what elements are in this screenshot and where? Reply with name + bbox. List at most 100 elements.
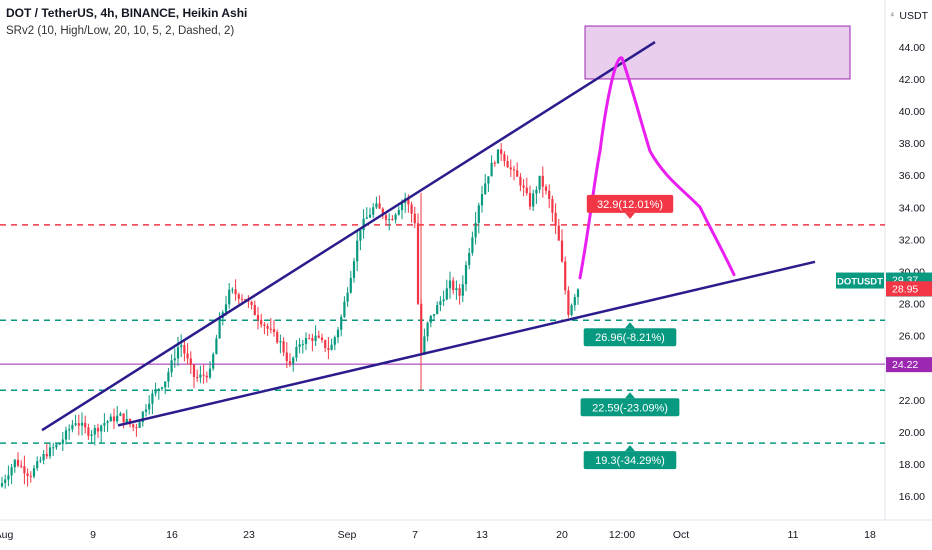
sr-label-text: 26.96(-8.21%): [595, 332, 665, 344]
x-tick-label: Oct: [673, 529, 689, 541]
candle-body: [576, 289, 580, 298]
x-tick-label: 16: [166, 529, 178, 541]
candle-body: [394, 214, 397, 220]
candle-body: [20, 465, 23, 467]
candle-body: [36, 461, 39, 469]
candle-body: [212, 354, 215, 369]
sr-label-box: [583, 451, 677, 470]
candle-body: [250, 301, 253, 306]
candle-body: [176, 347, 180, 359]
candle-body: [237, 294, 240, 299]
candle-body: [71, 424, 74, 430]
sr-level-label: 22.59(-23.09%): [580, 392, 680, 417]
candle-body: [186, 353, 189, 359]
candle-body: [26, 473, 29, 476]
candle-body: [196, 376, 199, 378]
candle-body: [80, 422, 84, 426]
ticker-label-box: [836, 272, 884, 289]
x-tick-label: Sep: [338, 529, 357, 541]
y-tick-label: 40.00: [899, 106, 925, 118]
candle-body: [327, 347, 330, 350]
candle-body: [202, 374, 205, 376]
x-tick-label: 7: [412, 529, 418, 541]
candle-body: [525, 187, 528, 194]
candle-body: [160, 387, 164, 389]
y-tick-label: 32.00: [899, 234, 925, 246]
candle-body: [458, 288, 461, 296]
candle-body: [263, 324, 266, 326]
candle-body: [240, 298, 244, 300]
candle-body: [218, 317, 221, 339]
candle-body: [378, 203, 381, 209]
candle-body: [567, 290, 570, 315]
lower-trendline: [117, 260, 816, 427]
candle-body: [528, 193, 532, 207]
candle-body: [135, 427, 138, 429]
candle-body: [234, 289, 237, 295]
candle-body: [4, 479, 7, 484]
candles-group: [0, 143, 580, 489]
candle-body: [468, 253, 471, 265]
ticker-label-text: DOTUSDT: [837, 277, 883, 288]
candle-body: [423, 336, 426, 353]
candle-body: [68, 429, 71, 431]
candle-body: [548, 190, 551, 199]
candle-body: [500, 149, 503, 155]
candle-body: [87, 427, 90, 436]
candle-body: [464, 264, 468, 285]
candle-body: [266, 325, 269, 329]
candle-body: [426, 322, 429, 337]
candle-body: [125, 418, 128, 423]
upper-trendline: [41, 41, 656, 432]
candle-body: [39, 460, 42, 462]
candle-body: [138, 422, 141, 428]
candle-body: [484, 183, 487, 194]
indicator-label: SRv2 (10, High/Low, 20, 10, 5, 2, Dashed…: [6, 25, 235, 37]
candle-body: [317, 335, 320, 338]
x-tick-label: 11: [788, 529, 799, 541]
price-badge: 24.22: [886, 357, 932, 373]
y-tick-label: 22.00: [899, 395, 925, 407]
candle-body: [106, 421, 109, 424]
candle-body: [144, 409, 148, 412]
candle-body: [372, 207, 375, 215]
candle-body: [228, 289, 231, 305]
candle-body: [461, 284, 464, 296]
candle-body: [167, 372, 170, 382]
candle-body: [23, 466, 26, 474]
candle-body: [84, 422, 87, 428]
candle-body: [119, 413, 122, 416]
x-tick-label: Aug: [0, 529, 13, 541]
y-tick-label: 18.00: [899, 459, 925, 471]
candle-body: [452, 280, 455, 291]
x-tick-label: 9: [90, 529, 96, 541]
candle-body: [90, 434, 93, 436]
candle-body: [276, 332, 279, 343]
candle-body: [292, 357, 295, 364]
candle-body: [564, 261, 567, 291]
candle-body: [381, 208, 384, 216]
candle-body: [10, 467, 13, 476]
candle-body: [356, 240, 359, 262]
candle-body: [298, 344, 301, 347]
candle-body: [346, 292, 349, 302]
candle-body: [7, 475, 10, 480]
candle-body: [368, 214, 372, 218]
candle-body: [279, 341, 282, 343]
candle-body: [439, 301, 442, 305]
candle-body: [148, 403, 151, 410]
candle-body: [557, 225, 560, 241]
candle-body: [397, 210, 400, 215]
candle-body: [77, 423, 80, 426]
candle-body: [324, 340, 327, 348]
candle-body: [199, 374, 202, 378]
candle-body: [516, 170, 519, 177]
settings-icon: ⁴: [890, 11, 894, 22]
candle-body: [544, 186, 548, 191]
sr-level-label: 26.96(-8.21%): [583, 322, 677, 347]
candle-body: [519, 176, 522, 186]
candle-body: [269, 328, 272, 330]
candle-body: [205, 375, 208, 378]
candle-body: [503, 154, 506, 162]
